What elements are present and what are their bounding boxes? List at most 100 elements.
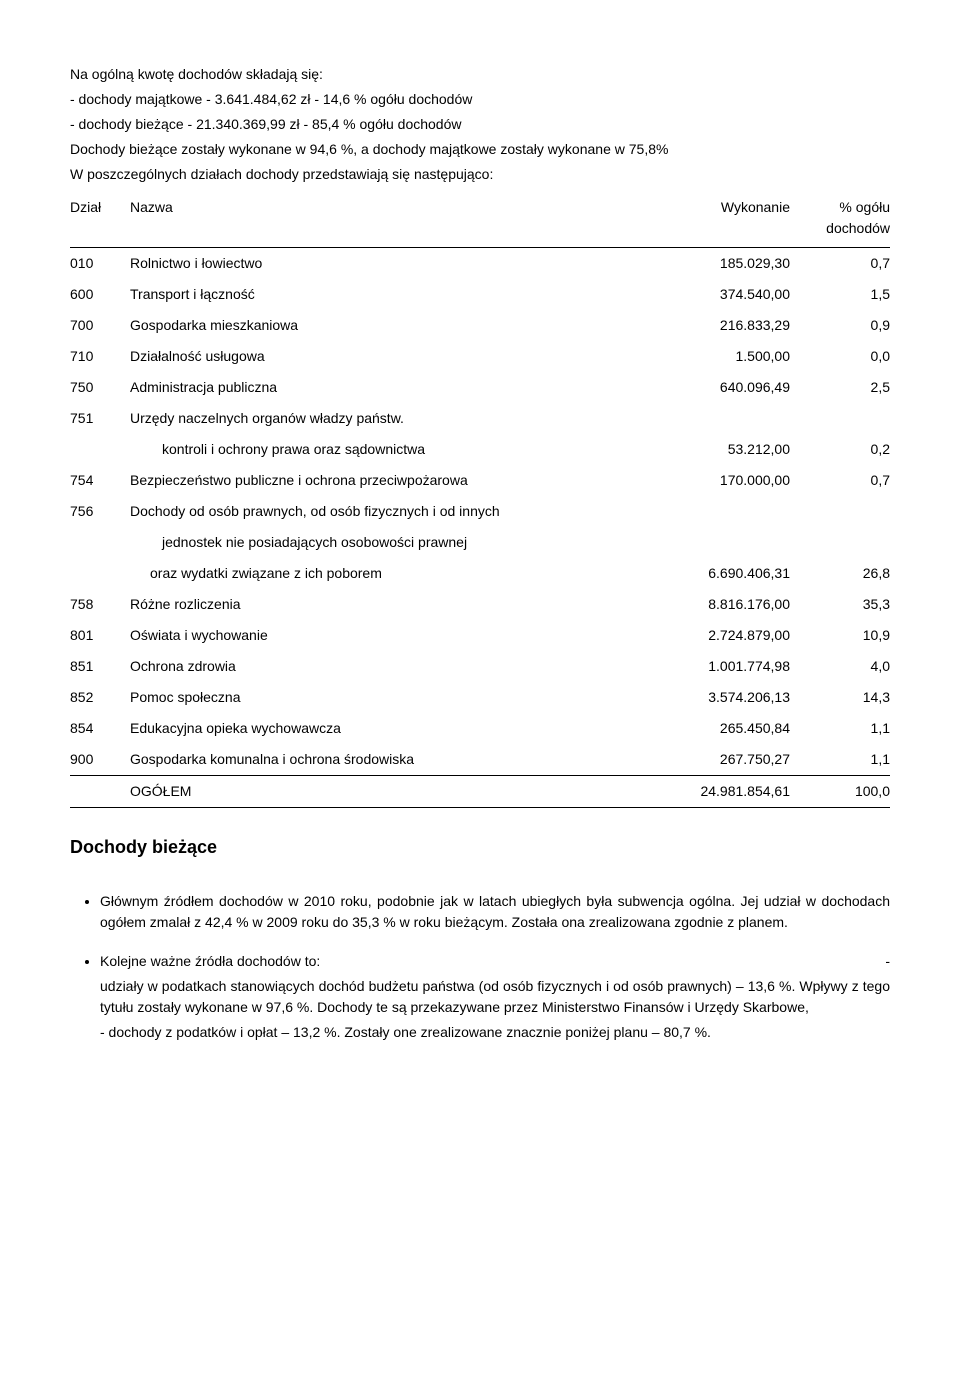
cell-dzial (70, 776, 130, 808)
cell-pct: 0,0 (790, 341, 890, 372)
cell-dzial: 010 (70, 248, 130, 280)
intro-line-4: Dochody bieżące zostały wykonane w 94,6 … (70, 139, 890, 160)
intro-line-1: Na ogólną kwotę dochodów składają się: (70, 64, 890, 85)
table-row: 851 Ochrona zdrowia 1.001.774,98 4,0 (70, 651, 890, 682)
cell-dzial: 900 (70, 744, 130, 776)
cell-nazwa: Działalność usługowa (130, 341, 650, 372)
separator-row (70, 808, 890, 809)
cell-dzial (70, 434, 130, 465)
cell-wyk: 1.500,00 (650, 341, 790, 372)
section-title: Dochody bieżące (70, 834, 890, 861)
cell-pct: 4,0 (790, 651, 890, 682)
cell-nazwa: Ochrona zdrowia (130, 651, 650, 682)
table-row: 801 Oświata i wychowanie 2.724.879,00 10… (70, 620, 890, 651)
intro-line-3: - dochody bieżące - 21.340.369,99 zł - 8… (70, 114, 890, 135)
cell-dzial: 758 (70, 589, 130, 620)
cell-dzial: 851 (70, 651, 130, 682)
cell-wyk: 1.001.774,98 (650, 651, 790, 682)
cell-pct: 26,8 (790, 558, 890, 589)
table-row: 758 Różne rozliczenia 8.816.176,00 35,3 (70, 589, 890, 620)
cell-nazwa: Urzędy naczelnych organów władzy państw. (130, 403, 650, 434)
cell-dzial (70, 558, 130, 589)
table-row: 852 Pomoc społeczna 3.574.206,13 14,3 (70, 682, 890, 713)
cell-pct (790, 403, 890, 434)
cell-pct: 0,9 (790, 310, 890, 341)
trailing-dash: - (885, 951, 890, 972)
cell-pct: 35,3 (790, 589, 890, 620)
cell-wyk: 267.750,27 (650, 744, 790, 776)
cell-pct: 1,5 (790, 279, 890, 310)
cell-wyk: 265.450,84 (650, 713, 790, 744)
cell-pct: 0,2 (790, 434, 890, 465)
cell-dzial: 852 (70, 682, 130, 713)
cell-pct: 2,5 (790, 372, 890, 403)
cell-nazwa: Transport i łączność (130, 279, 650, 310)
th-pct: % ogółu dochodów (790, 191, 890, 248)
cell-dzial: 854 (70, 713, 130, 744)
total-wyk: 24.981.854,61 (650, 776, 790, 808)
cell-dzial: 600 (70, 279, 130, 310)
cell-wyk (650, 403, 790, 434)
cell-pct (790, 527, 890, 558)
th-nazwa: Nazwa (130, 191, 650, 248)
cell-wyk: 170.000,00 (650, 465, 790, 496)
total-pct: 100,0 (790, 776, 890, 808)
th-wykonanie: Wykonanie (650, 191, 790, 248)
bullet-2-line-2: udziały w podatkach stanowiących dochód … (100, 976, 890, 1018)
cell-pct: 1,1 (790, 744, 890, 776)
bullet-list: Głównym źródłem dochodów w 2010 roku, po… (70, 891, 890, 1043)
indent-text-2: oraz wydatki związane z ich poborem (130, 563, 650, 584)
cell-wyk: 53.212,00 (650, 434, 790, 465)
table-row: 600 Transport i łączność 374.540,00 1,5 (70, 279, 890, 310)
table-row: kontroli i ochrony prawa oraz sądownictw… (70, 434, 890, 465)
cell-nazwa: jednostek nie posiadających osobowości p… (130, 527, 650, 558)
table-row: 854 Edukacyjna opieka wychowawcza 265.45… (70, 713, 890, 744)
cell-nazwa: Edukacyjna opieka wychowawcza (130, 713, 650, 744)
table-row: 756 Dochody od osób prawnych, od osób fi… (70, 496, 890, 527)
cell-nazwa: Rolnictwo i łowiectwo (130, 248, 650, 280)
cell-dzial: 801 (70, 620, 130, 651)
cell-pct: 0,7 (790, 465, 890, 496)
cell-dzial (70, 527, 130, 558)
table-row: 750 Administracja publiczna 640.096,49 2… (70, 372, 890, 403)
cell-wyk: 8.816.176,00 (650, 589, 790, 620)
cell-wyk (650, 527, 790, 558)
cell-dzial: 710 (70, 341, 130, 372)
table-row: 751 Urzędy naczelnych organów władzy pań… (70, 403, 890, 434)
income-table: Dział Nazwa Wykonanie % ogółu dochodów 0… (70, 191, 890, 808)
total-row: OGÓŁEM 24.981.854,61 100,0 (70, 776, 890, 808)
cell-nazwa: Dochody od osób prawnych, od osób fizycz… (130, 496, 650, 527)
cell-nazwa: Gospodarka komunalna i ochrona środowisk… (130, 744, 650, 776)
cell-nazwa: Gospodarka mieszkaniowa (130, 310, 650, 341)
cell-wyk: 2.724.879,00 (650, 620, 790, 651)
table-row: 710 Działalność usługowa 1.500,00 0,0 (70, 341, 890, 372)
table-row: oraz wydatki związane z ich poborem 6.69… (70, 558, 890, 589)
intro-line-2: - dochody majątkowe - 3.641.484,62 zł - … (70, 89, 890, 110)
cell-nazwa: Administracja publiczna (130, 372, 650, 403)
cell-dzial: 750 (70, 372, 130, 403)
cell-wyk: 216.833,29 (650, 310, 790, 341)
cell-nazwa: Pomoc społeczna (130, 682, 650, 713)
cell-dzial: 700 (70, 310, 130, 341)
cell-pct: 0,7 (790, 248, 890, 280)
bullet-2-line-1: Kolejne ważne źródła dochodów to: (100, 953, 320, 969)
cell-dzial: 756 (70, 496, 130, 527)
table-head: Dział Nazwa Wykonanie % ogółu dochodów (70, 191, 890, 248)
cell-wyk: 374.540,00 (650, 279, 790, 310)
cell-wyk: 185.029,30 (650, 248, 790, 280)
cell-pct (790, 496, 890, 527)
total-label: OGÓŁEM (130, 776, 650, 808)
bullet-item-1: Głównym źródłem dochodów w 2010 roku, po… (100, 891, 890, 933)
indent-text: jednostek nie posiadających osobowości p… (130, 532, 650, 553)
intro-subhead: W poszczególnych działach dochody przeds… (70, 164, 890, 185)
indent-text: kontroli i ochrony prawa oraz sądownictw… (130, 439, 650, 460)
table-row: 900 Gospodarka komunalna i ochrona środo… (70, 744, 890, 776)
table-row: jednostek nie posiadających osobowości p… (70, 527, 890, 558)
bullet-item-2: Kolejne ważne źródła dochodów to: - udzi… (100, 951, 890, 1043)
cell-nazwa: oraz wydatki związane z ich poborem (130, 558, 650, 589)
cell-nazwa: Bezpieczeństwo publiczne i ochrona przec… (130, 465, 650, 496)
cell-pct: 10,9 (790, 620, 890, 651)
cell-wyk: 6.690.406,31 (650, 558, 790, 589)
table-row: 700 Gospodarka mieszkaniowa 216.833,29 0… (70, 310, 890, 341)
cell-dzial: 754 (70, 465, 130, 496)
